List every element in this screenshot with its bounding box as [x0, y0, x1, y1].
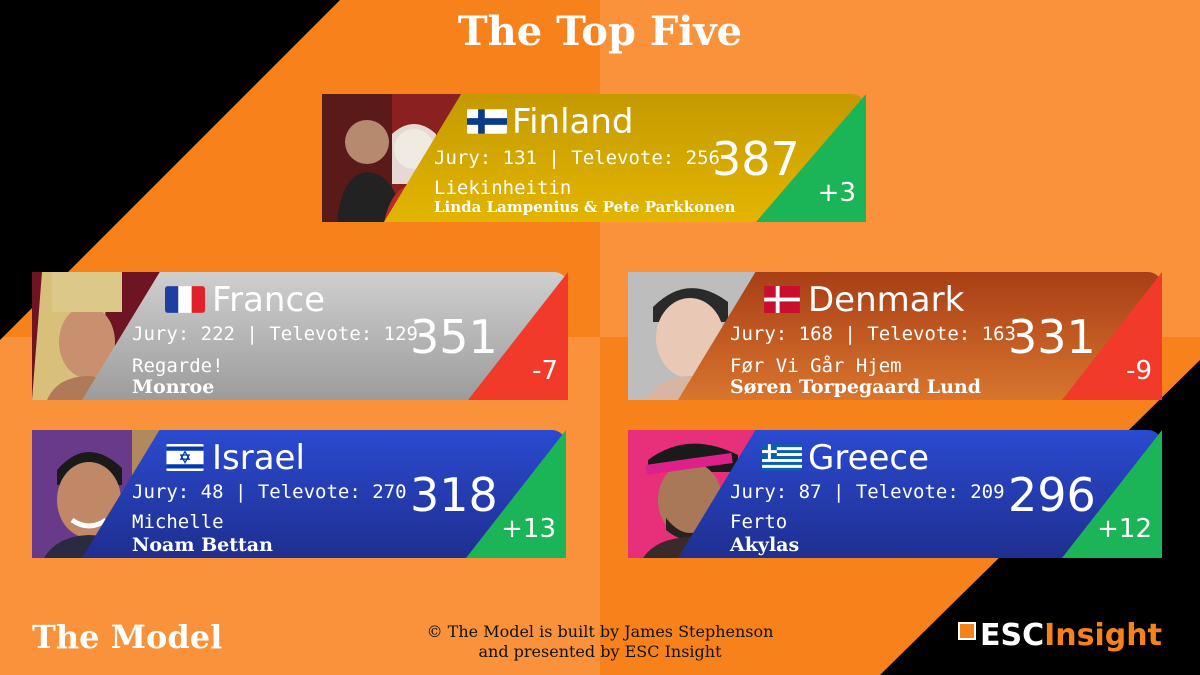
artist-name: Monroe: [132, 376, 215, 398]
credit-line-2: and presented by ESC Insight: [478, 642, 722, 661]
israel-flag: [165, 444, 205, 471]
rank-change: +3: [817, 178, 856, 208]
rank-change: +12: [1097, 514, 1152, 544]
entry-card-israel: +13 Israel Jury: 48 | Televote: 270 318 …: [32, 430, 566, 558]
song-title: Liekinheitin: [434, 177, 572, 199]
logo-mark-icon: [958, 622, 976, 640]
song-title: Regarde!: [132, 355, 224, 377]
vote-breakdown: Jury: 131 | Televote: 256: [434, 147, 720, 169]
artist-name: Linda Lampenius & Pete Parkkonen: [434, 198, 736, 216]
entry-card-greece: +12 Greece Jury: 87 | Televote: 209 296 …: [628, 430, 1162, 558]
artist-name: Søren Torpegaard Lund: [730, 376, 982, 398]
song-title: Ferto: [730, 511, 788, 533]
entry-card-denmark: -9 Denmark Jury: 168 | Televote: 163 331…: [628, 272, 1162, 400]
vote-breakdown: Jury: 168 | Televote: 163: [730, 323, 1016, 345]
finland-flag: [467, 108, 507, 135]
vote-breakdown: Jury: 87 | Televote: 209: [730, 481, 1005, 503]
credit-line-1: © The Model is built by James Stephenson: [426, 622, 774, 641]
vote-breakdown: Jury: 48 | Televote: 270: [132, 481, 407, 503]
vote-breakdown: Jury: 222 | Televote: 129: [132, 323, 418, 345]
artist-name: Noam Bettan: [132, 534, 273, 556]
total-points: 387: [712, 132, 800, 186]
country-name: Greece: [808, 438, 930, 478]
model-label: The Model: [32, 618, 223, 656]
entry-card-finland: +3 Finland Jury: 131 | Televote: 256 387…: [322, 94, 866, 222]
country-name: Denmark: [808, 280, 965, 320]
total-points: 296: [1008, 468, 1096, 522]
country-name: Finland: [512, 102, 634, 142]
page-title: The Top Five: [457, 8, 743, 55]
denmark-flag: [762, 286, 802, 313]
total-points: 318: [410, 468, 498, 522]
country-name: Israel: [212, 438, 305, 478]
artist-name: Akylas: [730, 534, 800, 556]
song-title: Michelle: [132, 511, 224, 533]
logo-text-insight: Insight: [1044, 618, 1162, 653]
logo-text-esc: ESC: [980, 618, 1045, 653]
rank-change: +13: [501, 514, 556, 544]
credit-text: © The Model is built by James Stephenson…: [400, 622, 800, 662]
rank-change: -7: [532, 356, 558, 386]
esc-insight-logo: ESCInsight: [958, 618, 1162, 653]
greece-flag: [762, 444, 802, 471]
total-points: 331: [1008, 310, 1096, 364]
song-title: Før Vi Går Hjem: [730, 355, 902, 377]
entry-card-france: -7 France Jury: 222 | Televote: 129 351 …: [32, 272, 568, 400]
france-flag: [165, 286, 205, 313]
country-name: France: [212, 280, 326, 320]
rank-change: -9: [1126, 356, 1152, 386]
total-points: 351: [410, 310, 498, 364]
